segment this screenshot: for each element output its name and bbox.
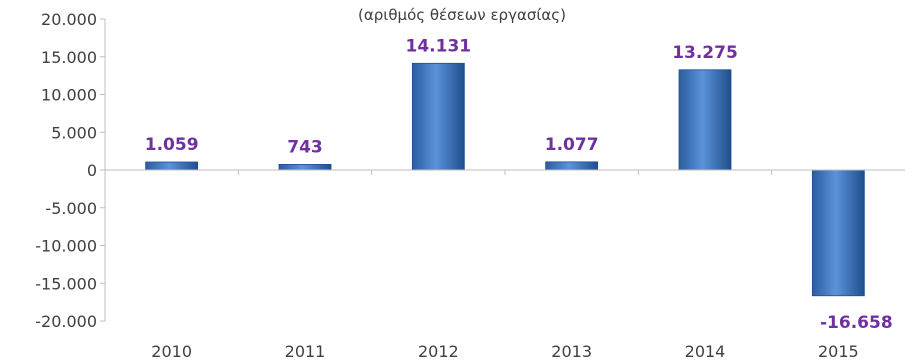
x-tick-label: 2011 <box>285 342 326 361</box>
bar-2013 <box>545 161 599 171</box>
bar-2012 <box>411 62 465 171</box>
data-label-2010: 1.059 <box>145 135 199 155</box>
y-tick-label: -5.000 <box>45 199 97 218</box>
y-tick-label: 5.000 <box>51 123 97 142</box>
data-label-2014: 13.275 <box>672 43 738 63</box>
x-tick-label: 2014 <box>685 342 726 361</box>
y-tick-label: 20.000 <box>41 10 97 29</box>
x-tick-label: 2012 <box>418 342 459 361</box>
bar-2011 <box>278 163 332 171</box>
data-label-2015: -16.658 <box>820 313 893 333</box>
y-tick-label: -15.000 <box>35 274 97 293</box>
data-label-2011: 743 <box>287 137 323 157</box>
data-label-2013: 1.077 <box>545 135 599 155</box>
y-tick-label: -10.000 <box>35 237 97 256</box>
y-tick-label: 15.000 <box>41 48 97 67</box>
x-tick-label: 2013 <box>551 342 592 361</box>
y-tick-label: -20.000 <box>35 312 97 331</box>
x-tick-label: 2010 <box>151 342 192 361</box>
y-tick-label: 0 <box>87 161 97 180</box>
x-tick-label: 2015 <box>818 342 859 361</box>
x-axis: 2010 2011 2012 2013 2014 2015 <box>105 169 905 361</box>
bar-2014 <box>678 69 732 171</box>
bars <box>145 62 865 297</box>
chart-subtitle: (αριθμός θέσεων εργασίας) <box>358 6 566 24</box>
bar-2010 <box>145 161 199 171</box>
y-axis: 20.000 15.000 10.000 5.000 0 -5.000 -10.000 -15… <box>35 10 106 331</box>
data-labels: 1.059 743 14.131 1.077 13.275 -16.658 <box>145 36 893 332</box>
bar-2015 <box>811 169 865 297</box>
data-label-2012: 14.131 <box>406 36 472 56</box>
y-tick-label: 10.000 <box>41 86 97 105</box>
